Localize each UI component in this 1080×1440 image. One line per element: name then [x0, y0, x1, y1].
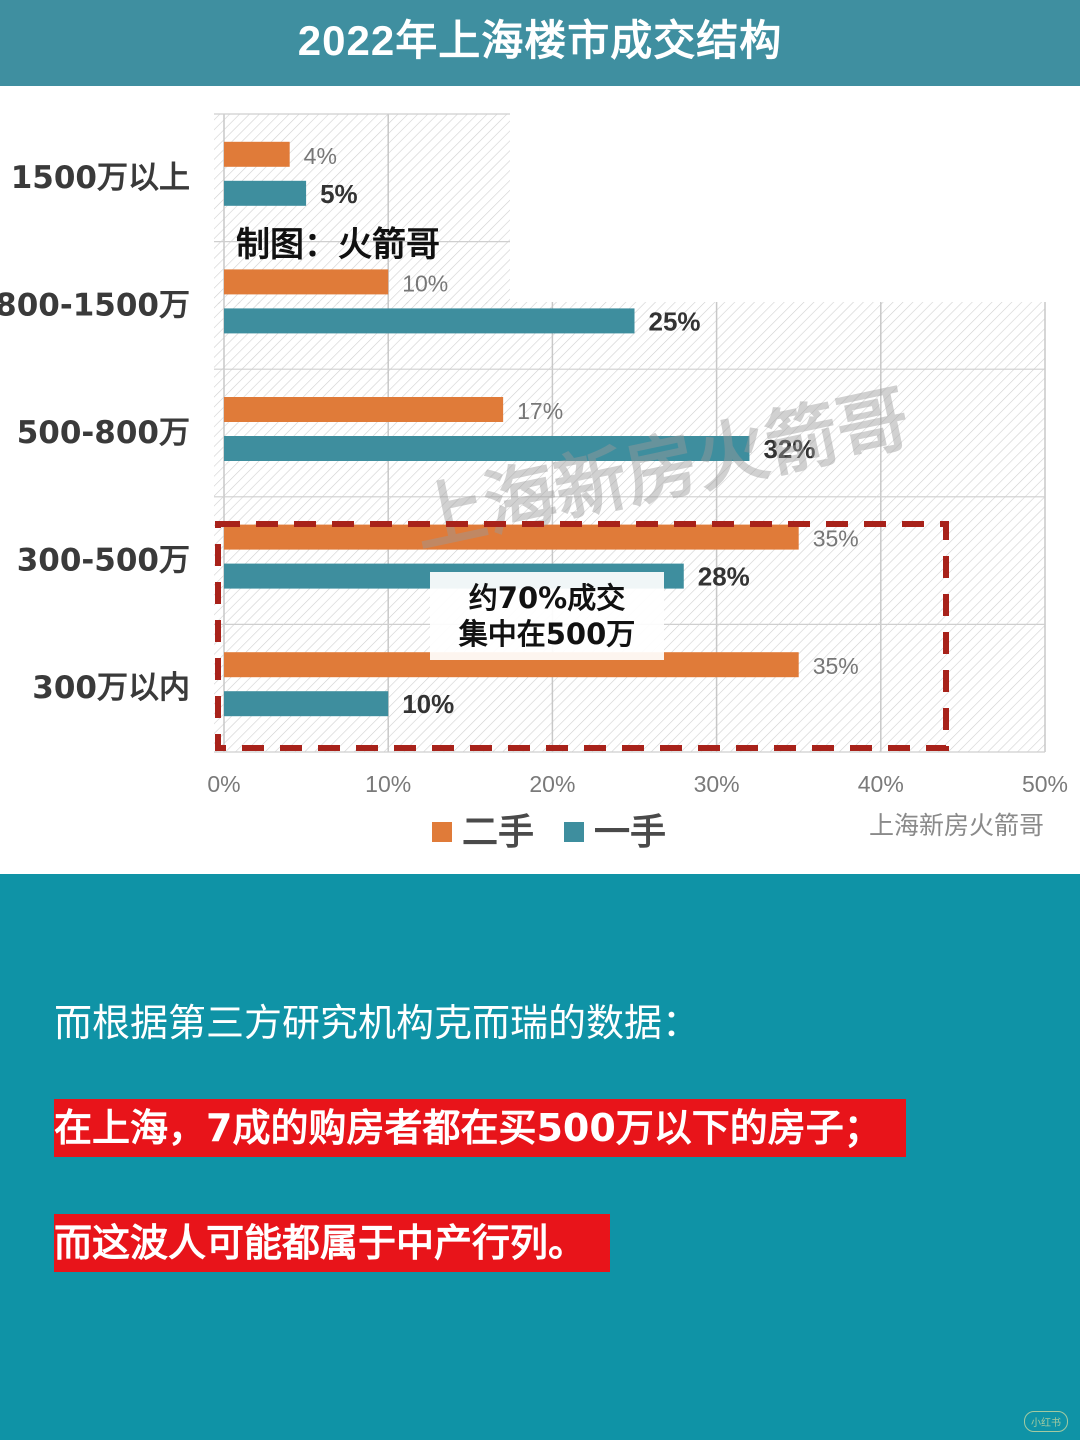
bar-new [224, 180, 307, 206]
category-label: 800-1500万 [0, 287, 190, 323]
page-title: 2022年上海楼市成交结构 [0, 0, 1080, 86]
caption-intro: 而根据第三方研究机构克而瑞的数据： [54, 1001, 701, 1045]
annotation-box [430, 572, 664, 660]
bar-secondhand [224, 397, 504, 422]
bar-new [224, 691, 389, 717]
category-label: 1500万以上 [11, 160, 190, 196]
x-tick-label: 20% [529, 771, 575, 797]
x-tick-label: 50% [1022, 771, 1068, 797]
bar-new [224, 308, 635, 334]
x-tick-label: 30% [694, 771, 740, 797]
annotation-line-1: 约70%成交 [469, 581, 625, 615]
data-label: 5% [320, 179, 358, 209]
source-label: 上海新房火箭哥 [869, 811, 1044, 840]
caption-highlight-2: 而这波人可能都属于中产行列。 [54, 1214, 611, 1272]
caption-panel: 而根据第三方研究机构克而瑞的数据： 在上海，7成的购房者都在买500万以下的房子… [0, 874, 1080, 1440]
annotation-line-2: 集中在500万 [458, 617, 636, 651]
data-label: 35% [813, 526, 859, 552]
bar-secondhand [224, 524, 799, 550]
legend-label: 一手 [594, 812, 666, 853]
x-tick-label: 0% [207, 771, 240, 797]
data-label: 10% [402, 270, 448, 296]
maker-label: 制图：火箭哥 [236, 225, 440, 265]
legend-label: 二手 [462, 812, 534, 853]
caption-highlight-1: 在上海，7成的购房者都在买500万以下的房子； [54, 1099, 906, 1157]
data-label: 35% [813, 653, 859, 679]
data-label: 10% [402, 689, 454, 719]
bar-secondhand [224, 141, 290, 167]
bar-chart: 0% 10% 20% 30% 40% 50% 1500万以上 4% 5% 800-1500万 10%… [0, 113, 1068, 853]
category-label: 300-500万 [17, 543, 190, 579]
bar-secondhand [224, 269, 389, 295]
legend-swatch-secondhand [432, 822, 452, 842]
data-label: 28% [698, 562, 750, 592]
category-label: 300万以内 [32, 670, 190, 706]
data-label: 32% [763, 434, 815, 464]
x-tick-label: 40% [858, 771, 904, 797]
data-label: 25% [649, 306, 701, 336]
highlight-box [215, 521, 949, 751]
platform-badge: 小红书 [1024, 1411, 1068, 1432]
data-label: 17% [517, 398, 563, 424]
x-tick-label: 10% [365, 771, 411, 797]
data-label: 4% [304, 143, 337, 169]
legend-swatch-new [564, 822, 584, 842]
category-label: 500-800万 [17, 415, 190, 451]
chart-area: 0% 10% 20% 30% 40% 50% 1500万以上 4% 5% 800-1500万 10%… [0, 86, 1080, 874]
bar-new [224, 436, 750, 461]
